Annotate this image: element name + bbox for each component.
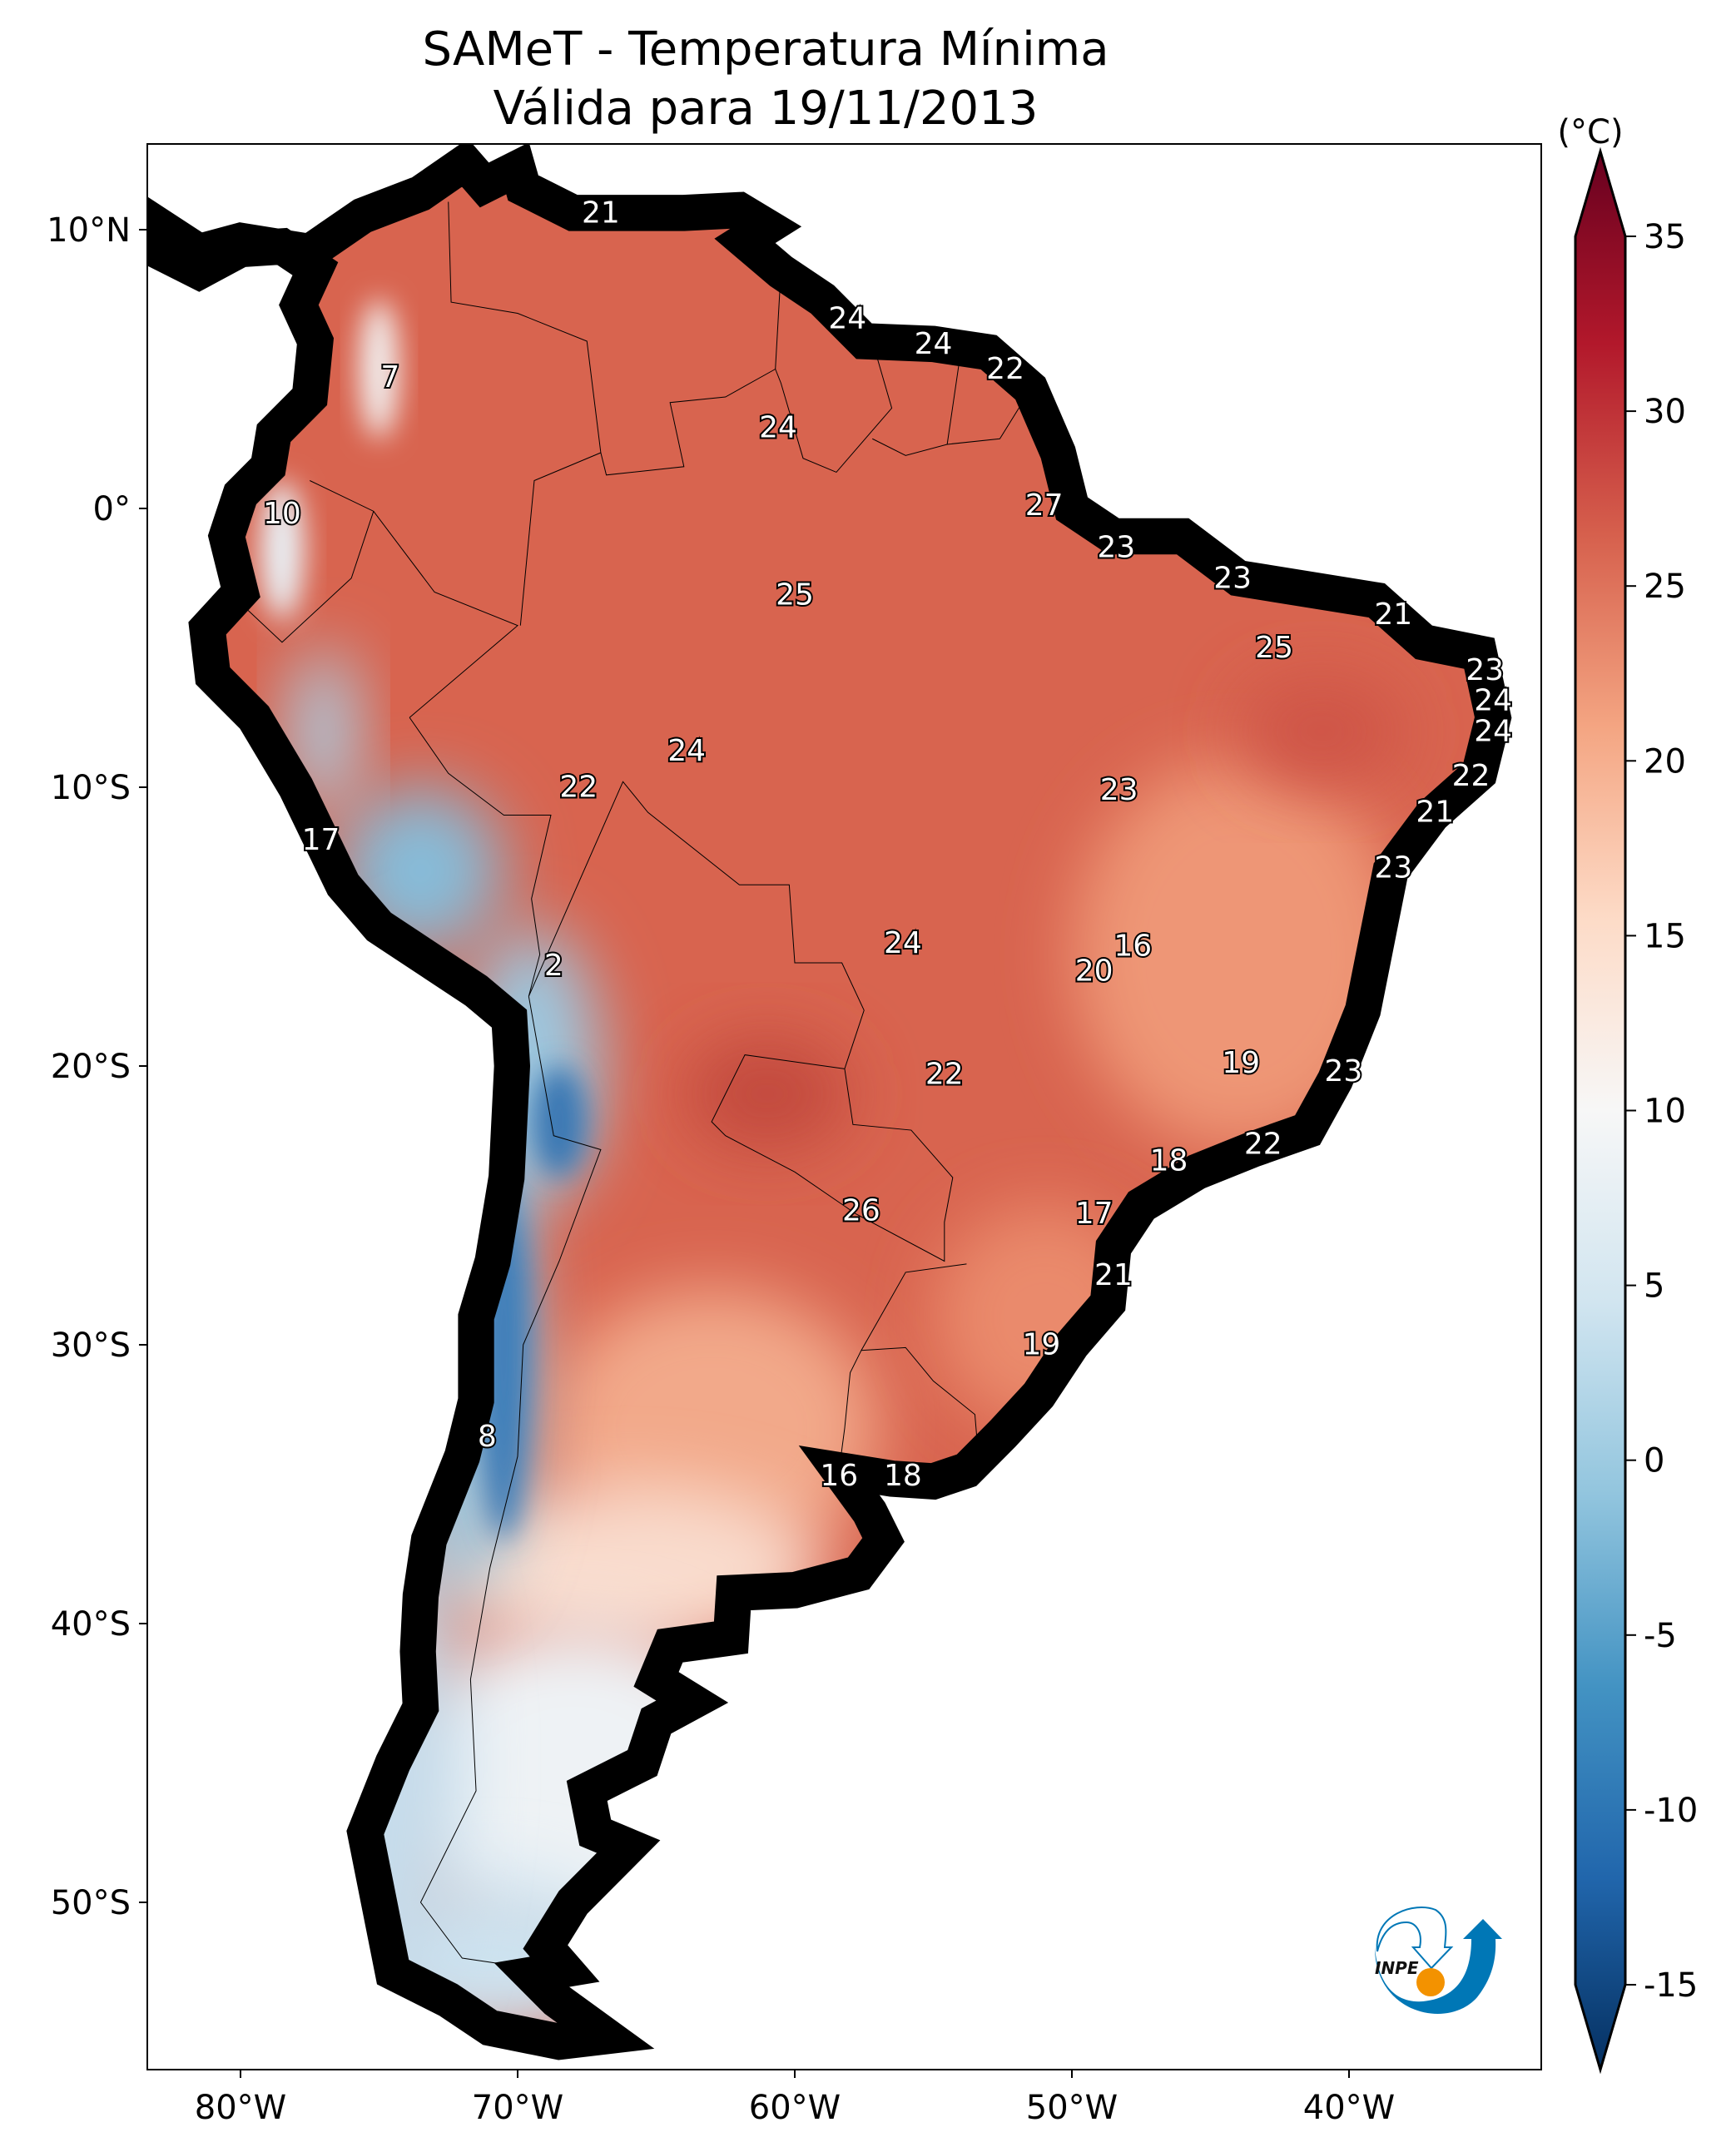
colorbar: (°C) 35 30 25 20 15 10 5 0 -5 -10 -15 [1557, 113, 1698, 2075]
station-value-label: 19 [1022, 1328, 1060, 1362]
colorbar-tick-label: 10 [1644, 1093, 1686, 1131]
latitude-tick-label: 50°S [51, 1884, 131, 1922]
latitude-tick-label: 40°S [51, 1605, 131, 1644]
colorbar-tick-label: 25 [1644, 568, 1686, 606]
station-value-label: 25 [776, 578, 814, 612]
latitude-axis: 10°N 0° 10°S 20°S 30°S 40°S 50°S [47, 211, 147, 1922]
station-value-label: 23 [1324, 1054, 1362, 1088]
station-value-label: 8 [478, 1420, 497, 1454]
station-value-label: 22 [1244, 1127, 1282, 1161]
station-value-label: 23 [1466, 653, 1504, 687]
station-value-label: 24 [828, 302, 866, 336]
station-value-label: 25 [1255, 631, 1293, 665]
station-value-label: 18 [884, 1459, 922, 1493]
colorbar-tick-label: 15 [1644, 917, 1686, 955]
station-value-label: 17 [302, 823, 340, 857]
station-value-label: 21 [1374, 598, 1412, 632]
inpe-logo-text: INPE [1375, 1958, 1419, 1978]
station-value-label: 27 [1025, 488, 1064, 523]
station-value-label: 16 [1114, 929, 1152, 963]
latitude-tick-label: 10°N [47, 211, 131, 250]
station-value-label: 22 [925, 1058, 964, 1092]
longitude-tick-label: 60°W [749, 2089, 841, 2127]
station-value-label: 7 [380, 360, 399, 394]
station-value-label: 24 [759, 410, 797, 444]
station-value-label: 10 [263, 497, 301, 531]
station-value-label: 19 [1222, 1046, 1260, 1080]
colorbar-tick-label: -5 [1644, 1617, 1677, 1655]
station-value-label: 18 [1150, 1143, 1188, 1178]
latitude-tick-label: 10°S [51, 769, 131, 807]
station-value-label: 26 [842, 1194, 880, 1228]
map-frame [146, 143, 1542, 2070]
colorbar-tick-label: -10 [1644, 1792, 1698, 1830]
title-line-2: Válida para 19/11/2013 [494, 82, 1039, 136]
title-line-1: SAMeT - Temperatura Mínima [422, 22, 1109, 77]
station-value-label: 21 [1416, 796, 1454, 830]
station-value-label: 22 [986, 352, 1024, 386]
station-value-label: 17 [1075, 1197, 1114, 1231]
colorbar-tick-label: 0 [1644, 1442, 1664, 1480]
station-value-label: 2 [544, 949, 563, 983]
longitude-tick-label: 80°W [195, 2089, 286, 2127]
country-borders [241, 202, 1028, 1972]
station-value-label: 24 [1474, 684, 1512, 718]
colorbar-tick-label: 30 [1644, 393, 1686, 431]
inpe-logo: INPE [1375, 1907, 1502, 2014]
colorbar-unit: (°C) [1557, 113, 1623, 151]
station-value-label: 23 [1374, 851, 1412, 885]
colorbar-tick-label: -15 [1644, 1966, 1698, 2005]
station-value-label: 16 [820, 1459, 858, 1493]
colorbar-tick-label: 20 [1644, 742, 1686, 781]
station-value-label: 24 [884, 926, 922, 960]
longitude-axis: 80°W 70°W 60°W 50°W 40°W [195, 2070, 1395, 2127]
station-value-label: 23 [1097, 530, 1135, 564]
longitude-tick-label: 70°W [472, 2089, 563, 2127]
station-value-label: 22 [559, 771, 598, 805]
colorbar-tick-label: 35 [1644, 218, 1686, 256]
station-value-label: 24 [667, 734, 706, 768]
latitude-tick-label: 30°S [51, 1326, 131, 1365]
station-value-label: 23 [1213, 561, 1252, 595]
station-value-label: 23 [1100, 773, 1138, 807]
latitude-tick-label: 20°S [51, 1048, 131, 1086]
station-value-label: 24 [915, 327, 953, 361]
station-value-label: 24 [1474, 715, 1512, 749]
station-value-label: 22 [1452, 759, 1490, 793]
longitude-tick-label: 50°W [1026, 2089, 1118, 2127]
colorbar-tick-label: 5 [1644, 1267, 1664, 1306]
station-value-label: 21 [582, 196, 620, 230]
longitude-tick-label: 40°W [1303, 2089, 1395, 2127]
station-value-label: 20 [1075, 955, 1114, 989]
station-value-label: 21 [1094, 1258, 1133, 1292]
latitude-tick-label: 0° [93, 490, 131, 528]
